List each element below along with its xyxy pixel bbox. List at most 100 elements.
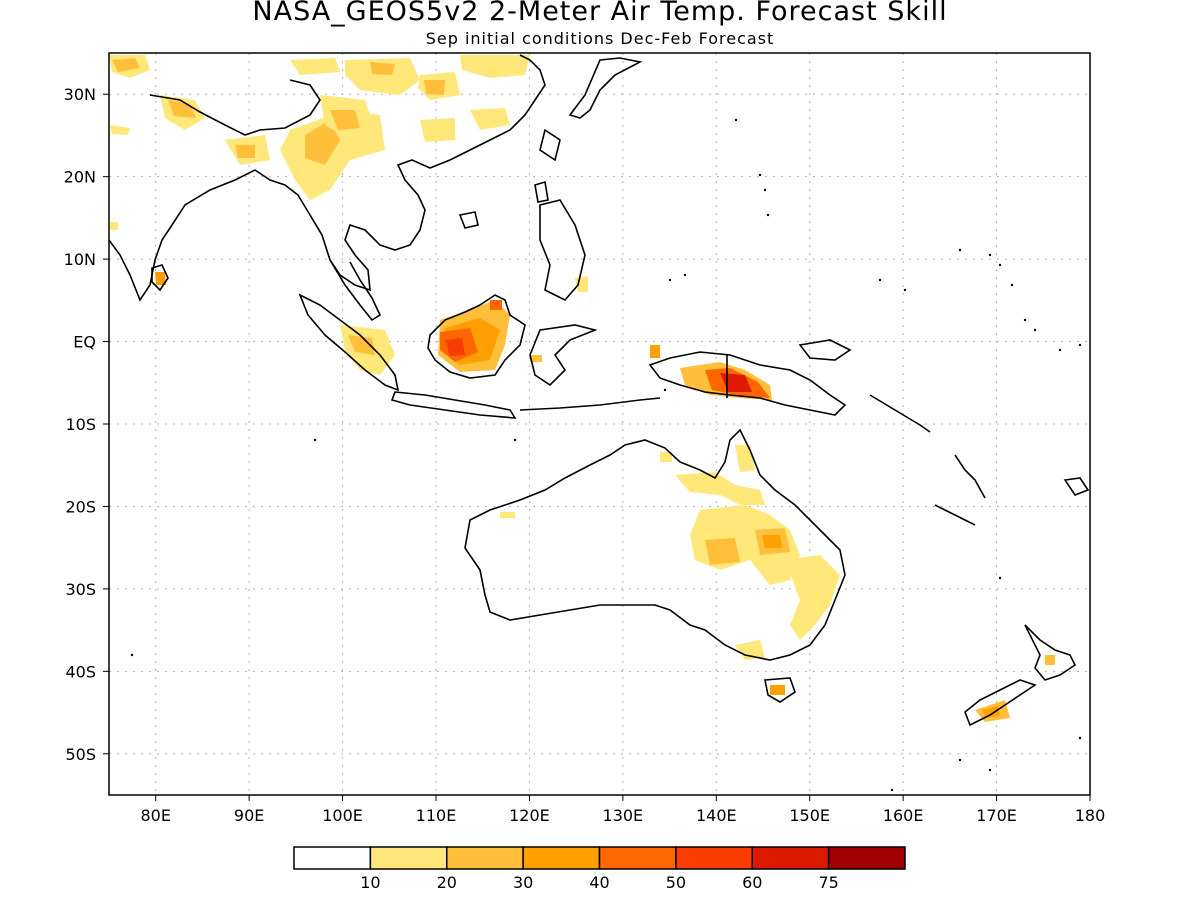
coastline-sri-lanka [151, 264, 169, 292]
coastline-hainan [458, 211, 479, 229]
coastline-taiwan [534, 180, 549, 203]
legend-label: 40 [589, 873, 609, 892]
skill-region-india-south [110, 222, 118, 230]
coastline-new-caledonia [934, 504, 976, 526]
lon-tick-label: 120E [509, 806, 550, 825]
coastline-vanuatu [954, 454, 986, 499]
skill-region-australia-south [785, 555, 840, 640]
skill-region-australia-gulf [660, 452, 672, 462]
skill-region-china-f [420, 118, 455, 142]
skill-region-australia-central [690, 505, 800, 585]
skill-region-australia-north [675, 472, 765, 505]
skill-region-china-a [290, 58, 340, 75]
lat-tick-label: 30N [64, 85, 96, 104]
skill-region-india-west [110, 125, 130, 135]
skill-region-australia-west [500, 512, 515, 518]
skill-region-new-guinea-max [720, 373, 752, 392]
lon-tick-label: 150E [789, 806, 830, 825]
legend-swatch [293, 846, 372, 870]
island-dots [130, 118, 1082, 792]
map-title: NASA_GEOS5v2 2-Meter Air Temp. Forecast … [252, 0, 948, 27]
lon-tick-label: 140E [696, 806, 737, 825]
skill-region-china-d [460, 55, 530, 78]
coastline-tasmania [764, 677, 796, 703]
skill-region-china-c-core [424, 80, 445, 95]
color-legend: 10 20 30 40 50 60 75 [293, 846, 906, 892]
legend-swatch [598, 846, 677, 870]
legend-label: 60 [742, 873, 762, 892]
lat-tick-label: 10N [64, 250, 96, 269]
legend-swatch [675, 846, 753, 870]
legend-swatch [751, 846, 830, 870]
coastline-sumatra [298, 293, 400, 392]
coastline-nz-north [1024, 624, 1077, 681]
coastlines [109, 54, 1090, 727]
legend-swatch [522, 846, 601, 870]
coastline-korea [539, 128, 561, 162]
lon-tick-label: 90E [234, 806, 264, 825]
lat-tick-label: 50S [65, 745, 96, 764]
coastline-borneo [427, 294, 526, 379]
coastline-new-guinea [648, 351, 847, 416]
skill-region-victoria [735, 640, 765, 660]
legend-label: 10 [360, 873, 380, 892]
skill-region-halmahera [650, 345, 660, 358]
coastline-philippines [539, 199, 586, 301]
skill-region-tasmania [770, 685, 785, 695]
lon-tick-label: 160E [883, 806, 924, 825]
coastline-asia [109, 54, 546, 302]
coastline-australia [464, 428, 846, 661]
legend-label: 20 [437, 873, 457, 892]
coastline-java [390, 391, 517, 419]
skill-region-nz-north [1045, 655, 1055, 665]
legend-swatch [827, 846, 906, 870]
lon-tick-label: 180 [1075, 806, 1106, 825]
skill-region-nz-south-core [982, 706, 1000, 718]
skill-region-china-e [470, 108, 510, 130]
lat-tick-label: EQ [73, 333, 96, 352]
lat-tick-label: 20N [64, 168, 96, 187]
lat-tick-label: 20S [65, 497, 96, 516]
coastline-fiji [1063, 477, 1090, 496]
legend-label: 30 [513, 873, 533, 892]
legend-label: 75 [818, 873, 838, 892]
coastline-solomons [869, 394, 931, 433]
lon-tick-label: 80E [140, 806, 170, 825]
lat-tick-label: 30S [65, 580, 96, 599]
skill-region-china-b [345, 58, 420, 95]
skill-region-bangladesh-core [235, 145, 255, 158]
lon-tick-label: 110E [416, 806, 457, 825]
skill-region-sri-lanka [155, 272, 166, 285]
lat-tick-label: 10S [65, 415, 96, 434]
lat-tick-label: 40S [65, 662, 96, 681]
legend-swatch [369, 846, 448, 870]
legend-label: 50 [666, 873, 686, 892]
skill-region-sumatra-core [348, 335, 375, 355]
coastline-bismarck [798, 339, 852, 361]
lon-tick-label: 170E [976, 806, 1017, 825]
skill-region-australia-east-max [762, 535, 782, 548]
skill-region-australia-central-core [705, 538, 740, 565]
coastline-lesser-sunda [519, 397, 661, 411]
coastline-malay [329, 259, 382, 322]
skill-region-yunnan-core [330, 110, 360, 130]
skill-region-borneo-max [445, 338, 465, 356]
coastline-himalaya-border [149, 79, 321, 136]
lon-tick-label: 130E [603, 806, 644, 825]
coastline-sulawesi [529, 324, 598, 387]
skill-region-china-b-core [370, 62, 395, 75]
skill-region-australia-ne [735, 445, 755, 472]
skill-region-tibet-core [112, 58, 140, 72]
coastline-japan [568, 57, 643, 119]
coastline-nz-south [964, 679, 1037, 727]
grid-lines [109, 53, 1090, 795]
skill-region-borneo-north [490, 300, 502, 310]
skill-shading [109, 55, 1055, 722]
axis-ticks: 30N 20N 10N EQ 10S 20S 30S 40S 50S 80E 90E 100E 110E… [64, 85, 1106, 825]
skill-region-myanmar-core [305, 120, 340, 165]
legend-swatch [446, 846, 524, 870]
map-subtitle: Sep initial conditions Dec-Feb Forecast [425, 29, 775, 48]
lon-tick-label: 100E [322, 806, 363, 825]
skill-region-sulawesi [530, 355, 542, 362]
